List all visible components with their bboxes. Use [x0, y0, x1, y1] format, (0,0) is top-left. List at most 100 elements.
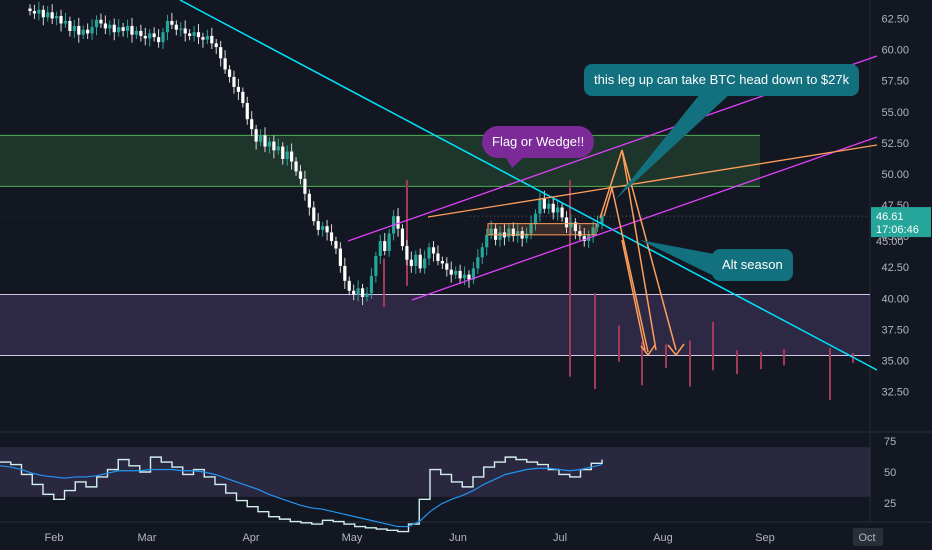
price-tick-label: 40.00: [881, 293, 909, 305]
candle-body: [99, 19, 103, 24]
candle-body: [112, 24, 116, 33]
time-axis-label: Jun: [449, 532, 467, 544]
candle-body: [383, 241, 387, 252]
candle-body: [312, 207, 316, 222]
candle-body: [241, 91, 245, 104]
candle-body: [192, 32, 196, 36]
price-zone: [0, 135, 760, 187]
candle-body: [573, 222, 577, 232]
candle-body: [219, 47, 223, 59]
candle-body: [365, 293, 369, 298]
candle-body: [201, 37, 205, 40]
candle-body: [117, 27, 121, 33]
candle-body: [400, 228, 405, 247]
time-axis-label: Feb: [45, 532, 64, 544]
candle-body: [560, 207, 564, 218]
candle-body: [578, 231, 582, 237]
candle-body: [316, 221, 320, 230]
candle-body: [352, 290, 356, 295]
candle-body: [170, 20, 174, 25]
flag-wedge-callout[interactable]: Flag or Wedge!!: [482, 126, 595, 158]
arrowhead: [640, 344, 656, 357]
candle-body: [86, 29, 90, 34]
candle-body: [152, 33, 156, 38]
candle-body: [258, 135, 263, 142]
price-tick-label: 32.50: [881, 387, 909, 399]
time-axis-label: Jul: [553, 532, 567, 544]
candle-body: [436, 253, 440, 261]
candle-body: [547, 203, 551, 209]
candle-body: [431, 247, 436, 254]
price-tick-label: 57.50: [881, 76, 909, 88]
time-axis-label: Oct: [858, 532, 875, 544]
oscillator-tick-label: 75: [884, 436, 896, 448]
btc-target-callout[interactable]: this leg up can take BTC head down to $2…: [584, 64, 860, 96]
candle-body: [378, 241, 382, 256]
candle-body: [369, 275, 374, 294]
candle-body: [179, 28, 183, 30]
candle-body: [50, 12, 54, 19]
candle-body: [405, 246, 409, 260]
candle-body: [360, 288, 365, 298]
candle-body: [418, 254, 422, 269]
time-axis-label: Mar: [138, 532, 157, 544]
candle-body: [46, 12, 50, 18]
candle-body: [263, 135, 267, 147]
wedge-upper-line: [427, 144, 878, 218]
candle-body: [542, 198, 546, 209]
candle-body: [338, 248, 342, 266]
candle-body: [445, 263, 449, 270]
candle-body: [94, 19, 99, 28]
candle-body: [387, 233, 391, 252]
oscillator-tick-label: 50: [884, 467, 896, 479]
candle-body: [223, 58, 227, 70]
candle-body: [125, 25, 130, 31]
candle-body: [41, 9, 45, 18]
price-tick-label: 55.00: [881, 107, 909, 119]
countdown-label: 17:06:46: [876, 224, 919, 236]
candle-body: [343, 265, 347, 281]
candle-body: [143, 35, 147, 39]
candle-body: [205, 35, 209, 40]
oscillator-band: [0, 447, 870, 497]
time-axis-label: May: [342, 532, 363, 544]
candle-body: [63, 20, 68, 24]
candle-body: [281, 146, 285, 159]
candle-body: [161, 32, 165, 43]
price-tick-label: 62.50: [881, 14, 909, 26]
callout-pointer: [505, 156, 525, 168]
candle-body: [254, 129, 258, 142]
candle-body: [68, 20, 72, 31]
candle-body: [467, 274, 471, 280]
alt-season-callout[interactable]: Alt season: [712, 249, 793, 281]
candle-body: [556, 207, 560, 213]
price-zone: [0, 294, 870, 356]
candle-body: [374, 255, 378, 276]
last-price-label: 46.61: [876, 211, 904, 223]
candle-body: [103, 23, 107, 29]
candle-body: [236, 86, 241, 92]
candle-body: [196, 32, 201, 38]
candle-body: [525, 233, 529, 239]
candle-body: [165, 20, 170, 33]
arrowhead: [667, 343, 685, 357]
candle-body: [121, 27, 125, 31]
candle-body: [591, 227, 595, 235]
candle-body: [356, 288, 360, 295]
candle-body: [480, 247, 484, 258]
candle-body: [440, 260, 444, 264]
candle-body: [227, 69, 232, 77]
candle-body: [396, 216, 400, 229]
candle-body: [564, 217, 569, 228]
candle-body: [156, 37, 161, 43]
oscillator-tick-label: 25: [884, 498, 896, 510]
candle-body: [81, 29, 85, 35]
candle-body: [77, 25, 81, 35]
callout-pointer: [615, 94, 730, 200]
candle-body: [32, 11, 37, 14]
candle-body: [507, 228, 511, 238]
candle-body: [454, 270, 458, 275]
candle-body: [516, 231, 520, 237]
price-tick-label: 50.00: [881, 169, 909, 181]
